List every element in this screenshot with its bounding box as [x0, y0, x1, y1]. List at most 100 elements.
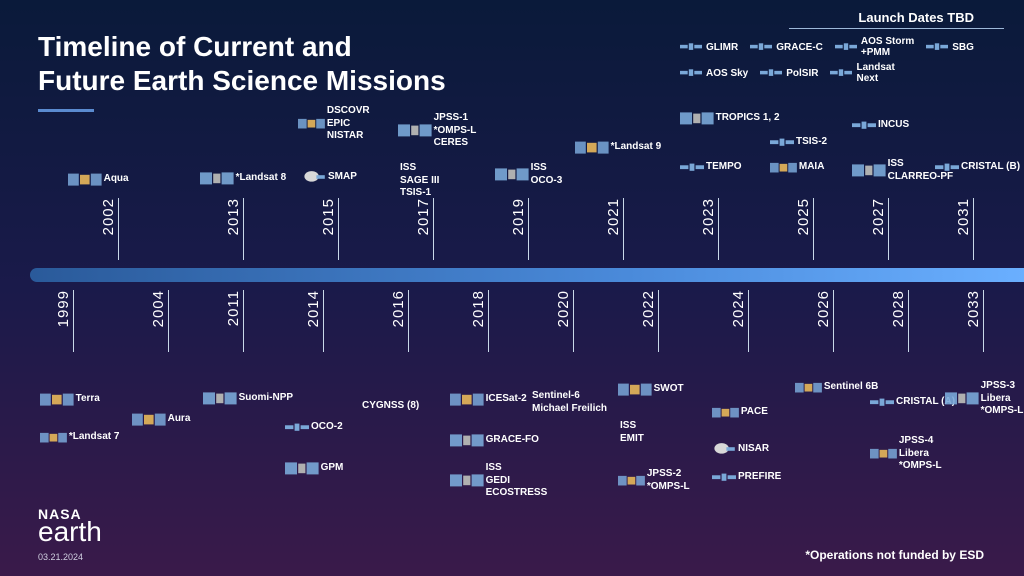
satellite-icon [760, 66, 782, 79]
year-tick [408, 290, 409, 352]
mission-item: PACE [712, 405, 768, 420]
mission-item: NISAR [712, 440, 769, 459]
year-tick [908, 290, 909, 352]
satellite-icon [450, 390, 484, 409]
tbd-mission-item: AOS Sky [680, 62, 748, 84]
satellite-icon [945, 390, 979, 407]
mission-item: JPSS-2*OMPS-L [618, 468, 690, 493]
satellite-icon [830, 66, 852, 79]
mission-label: Aqua [104, 173, 129, 186]
year-label: 2024 [730, 290, 747, 327]
tbd-mission-item: PolSIR [760, 62, 818, 84]
mission-item: OCO-2 [285, 420, 343, 434]
year-tick [323, 290, 324, 352]
satellite-icon [870, 395, 894, 409]
satellite-icon [870, 446, 897, 461]
satellite-icon [750, 40, 772, 53]
year-tick [833, 290, 834, 352]
year-tick [243, 198, 244, 260]
year-label: 2014 [305, 290, 322, 327]
mission-label: Aura [168, 413, 191, 426]
year-label: 2020 [555, 290, 572, 327]
mission-label: PREFIRE [738, 471, 781, 484]
mission-item: CYGNSS (8) [360, 400, 419, 413]
satellite-icon [398, 122, 432, 139]
satellite-icon [40, 430, 67, 445]
mission-label: TEMPO [706, 161, 742, 174]
year-label: 2017 [415, 198, 432, 235]
mission-item: GPM [285, 460, 343, 477]
mission-label: *Landsat 7 [69, 431, 120, 444]
mission-label: Suomi-NPP [239, 392, 293, 405]
mission-label: *Landsat 8 [236, 172, 287, 185]
mission-item: TSIS-2 [770, 135, 827, 149]
logo-block: NASA earth 03.21.2024 [38, 506, 102, 562]
year-label: 2016 [390, 290, 407, 327]
mission-item: MAIA [770, 160, 824, 175]
satellite-icon [450, 472, 484, 489]
year-tick [488, 290, 489, 352]
year-tick [658, 290, 659, 352]
satellite-icon [298, 116, 325, 131]
mission-item: CRISTAL (A) [870, 395, 955, 409]
mission-label: PACE [741, 406, 768, 419]
year-tick [118, 198, 119, 260]
mission-item: ISSOCO-3 [495, 162, 562, 187]
satellite-icon [770, 135, 794, 149]
tbd-mission-item: AOS Storm+PMM [835, 36, 914, 58]
year-tick [338, 198, 339, 260]
satellite-icon [618, 380, 652, 399]
satellite-icon [712, 470, 736, 484]
mission-label: AOS Storm+PMM [861, 36, 914, 58]
mission-item: TEMPO [680, 160, 742, 174]
mission-label: ISSOCO-3 [531, 162, 563, 187]
tbd-mission-item: GRACE-C [750, 36, 823, 58]
title-line-2: Future Earth Science Missions [38, 64, 446, 98]
satellite-icon [203, 390, 237, 407]
satellite-icon [200, 170, 234, 187]
year-tick [168, 290, 169, 352]
satellite-icon [302, 168, 326, 187]
year-tick [528, 198, 529, 260]
year-tick [973, 198, 974, 260]
mission-item: Terra [40, 390, 100, 409]
tbd-mission-item: LandsatNext [830, 62, 894, 84]
satellite-icon [926, 40, 948, 53]
mission-label: SBG [952, 42, 974, 53]
satellite-icon [575, 138, 609, 157]
mission-item: SMAP [302, 168, 357, 187]
mission-item: ISSGEDIECOSTRESS [450, 462, 547, 500]
mission-item: ICESat-2 [450, 390, 527, 409]
mission-item: *Landsat 8 [200, 170, 286, 187]
year-tick [718, 198, 719, 260]
mission-label: SMAP [328, 171, 357, 184]
mission-item: ISSEMIT [618, 420, 644, 445]
mission-label: Terra [76, 393, 100, 406]
mission-item: CRISTAL (B) [935, 160, 1020, 174]
mission-label: GRACE-C [776, 42, 823, 53]
mission-label: JPSS-3Libera*OMPS-L [981, 380, 1024, 418]
satellite-icon [285, 420, 309, 434]
satellite-icon [712, 440, 736, 459]
mission-item: *Landsat 7 [40, 430, 119, 445]
mission-item: DSCOVREPICNISTAR [298, 105, 370, 143]
mission-label: DSCOVREPICNISTAR [327, 105, 370, 143]
satellite-icon [618, 473, 645, 488]
mission-label: ISSSAGE IIITSIS-1 [400, 162, 439, 200]
satellite-icon [852, 118, 876, 132]
mission-item: JPSS-3Libera*OMPS-L [945, 380, 1023, 418]
mission-item: JPSS-4Libera*OMPS-L [870, 435, 942, 473]
title-block: Timeline of Current and Future Earth Sci… [38, 30, 446, 112]
satellite-icon [40, 390, 74, 409]
tbd-missions-zone: GLIMR GRACE-C AOS Storm+PMM SBG AOS Sky … [674, 34, 1004, 86]
mission-label: LandsatNext [856, 62, 894, 84]
year-tick [243, 290, 244, 352]
date-stamp: 03.21.2024 [38, 552, 102, 562]
satellite-icon [680, 160, 704, 174]
tbd-underline [789, 28, 1004, 29]
mission-item: Suomi-NPP [203, 390, 293, 407]
year-label: 2026 [815, 290, 832, 327]
mission-item: *Landsat 9 [575, 138, 661, 157]
year-label: 2027 [870, 198, 887, 235]
year-label: 2013 [225, 198, 242, 235]
